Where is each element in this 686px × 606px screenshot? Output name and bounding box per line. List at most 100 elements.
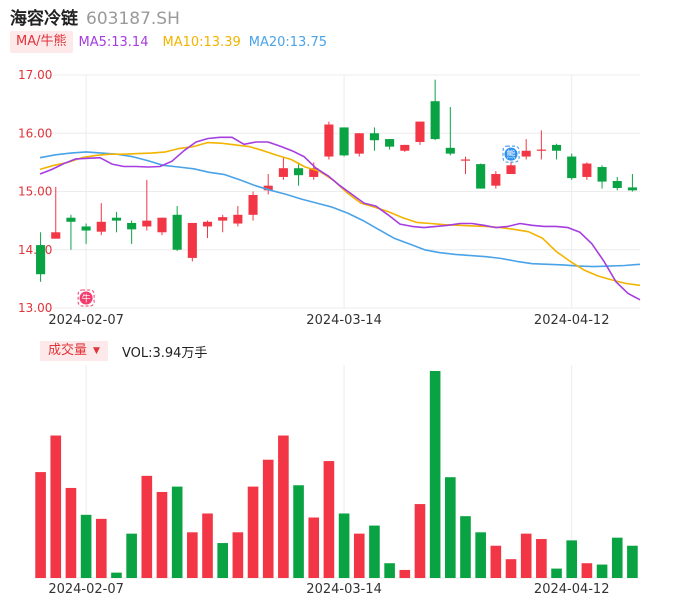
stock-code: 603187.SH	[86, 9, 180, 29]
candle-body	[172, 214, 182, 250]
caret-down-icon: ▼	[93, 346, 100, 356]
ma10-value: MA10:13.39	[162, 34, 241, 50]
stock-name: 海容冷链	[10, 9, 78, 29]
volume-bar	[627, 545, 638, 578]
candle-body	[430, 101, 440, 140]
ma-legend: MA/牛熊 MA5:13.14 MA10:13.39 MA20:13.75	[10, 30, 327, 54]
volume-bar	[111, 572, 122, 578]
candle-body	[400, 144, 410, 151]
y-tick-label: 13.00	[18, 301, 52, 315]
candle-body	[582, 163, 592, 177]
candle-body	[369, 133, 379, 141]
volume-bar	[65, 487, 77, 578]
y-tick-label: 16.00	[18, 126, 52, 140]
volume-bar	[611, 537, 623, 578]
volume-bar	[308, 517, 320, 578]
candle-body	[385, 139, 395, 147]
volume-bar	[50, 435, 62, 578]
candle-body	[157, 217, 167, 233]
candle-body	[309, 168, 319, 177]
marker-badge	[504, 147, 518, 161]
volume-bar	[232, 532, 244, 578]
candle-body	[521, 150, 531, 157]
y-tick-label: 15.00	[18, 185, 52, 199]
y-tick-label: 17.00	[18, 68, 52, 82]
candle-body	[597, 167, 607, 182]
volume-bar	[445, 477, 456, 578]
x-tick-label-volume: 2024-03-14	[306, 582, 382, 597]
volume-bar	[80, 514, 92, 578]
volume-bar	[429, 371, 441, 578]
volume-indicator-label: 成交量	[48, 343, 88, 358]
volume-bar	[475, 532, 486, 578]
volume-bar	[520, 533, 532, 578]
volume-value: VOL:3.94万手	[121, 345, 208, 361]
volume-bar	[551, 568, 562, 578]
candle-body	[187, 222, 197, 258]
ma20-value: MA20:13.75	[248, 34, 327, 50]
volume-bar	[278, 435, 289, 578]
volume-bar	[262, 459, 274, 578]
volume-bar	[323, 461, 335, 578]
candle-body	[36, 245, 46, 275]
candle-body	[233, 214, 243, 224]
volume-bar	[171, 486, 183, 578]
candle-body	[81, 226, 91, 231]
volume-bar	[460, 516, 471, 578]
candle-body	[142, 220, 152, 227]
candle-body	[627, 187, 637, 191]
candle-body	[460, 159, 471, 161]
volume-bar	[95, 518, 107, 578]
volume-bar	[536, 539, 547, 578]
volume-bar	[490, 545, 502, 578]
candle-body	[66, 217, 76, 222]
candle-body	[445, 147, 455, 154]
volume-bar	[202, 513, 213, 578]
candle-body	[354, 133, 364, 154]
marker-glyph: 牛	[82, 293, 91, 305]
volume-bar	[156, 491, 168, 578]
candle-body	[96, 221, 106, 232]
bear-icon: 熊	[502, 145, 520, 163]
candle-body	[51, 232, 61, 239]
x-tick-label-volume: 2024-04-12	[534, 582, 610, 597]
ma5-line	[39, 136, 641, 301]
volume-bar	[293, 485, 304, 578]
volume-bar	[581, 563, 593, 578]
candle-body	[127, 222, 137, 230]
x-tick-label: 2024-02-07	[48, 313, 124, 328]
candle-body	[536, 149, 546, 151]
candle-body	[111, 217, 122, 221]
volume-bar	[35, 472, 46, 578]
marker-badge	[79, 291, 93, 305]
volume-bar	[338, 513, 350, 578]
candle-body	[415, 121, 425, 142]
volume-bar	[414, 504, 426, 578]
candle-body	[248, 194, 258, 215]
candle-body	[263, 185, 273, 191]
volume-bar	[247, 486, 259, 578]
ma5-value: MA5:13.14	[78, 34, 149, 50]
candle-body	[506, 165, 516, 175]
candle-body	[324, 124, 334, 157]
bull-icon: 牛	[77, 289, 95, 307]
indicator-selector-volume[interactable]: 成交量 ▼	[40, 341, 108, 361]
title-bar: 海容冷链 603187.SH	[10, 4, 180, 29]
candle-body	[567, 156, 577, 179]
candle-body	[294, 168, 304, 176]
candle-body	[202, 221, 213, 227]
x-tick-label-volume: 2024-02-07	[48, 582, 124, 597]
volume-bar	[505, 559, 517, 578]
candle-body	[476, 164, 486, 189]
x-tick-label: 2024-04-12	[534, 313, 610, 328]
x-tick-label: 2024-03-14	[306, 313, 382, 328]
volume-bar	[126, 533, 137, 578]
indicator-selector-ma[interactable]: MA/牛熊	[10, 31, 73, 53]
candle-body	[278, 168, 288, 177]
volume-bar	[566, 540, 578, 578]
volume-bar	[596, 564, 608, 578]
ma20-line	[39, 151, 641, 268]
candle-body	[218, 217, 228, 221]
marker-glyph: 熊	[507, 149, 516, 161]
